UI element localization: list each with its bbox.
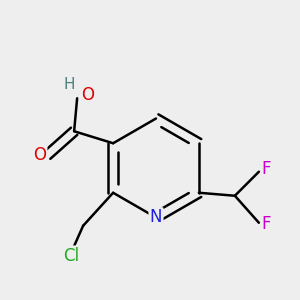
Text: O: O <box>33 146 46 164</box>
Text: F: F <box>262 160 271 178</box>
Text: H: H <box>64 77 75 92</box>
Text: F: F <box>262 215 271 233</box>
Text: O: O <box>81 86 94 104</box>
Text: Cl: Cl <box>63 247 79 265</box>
Text: N: N <box>150 208 162 226</box>
